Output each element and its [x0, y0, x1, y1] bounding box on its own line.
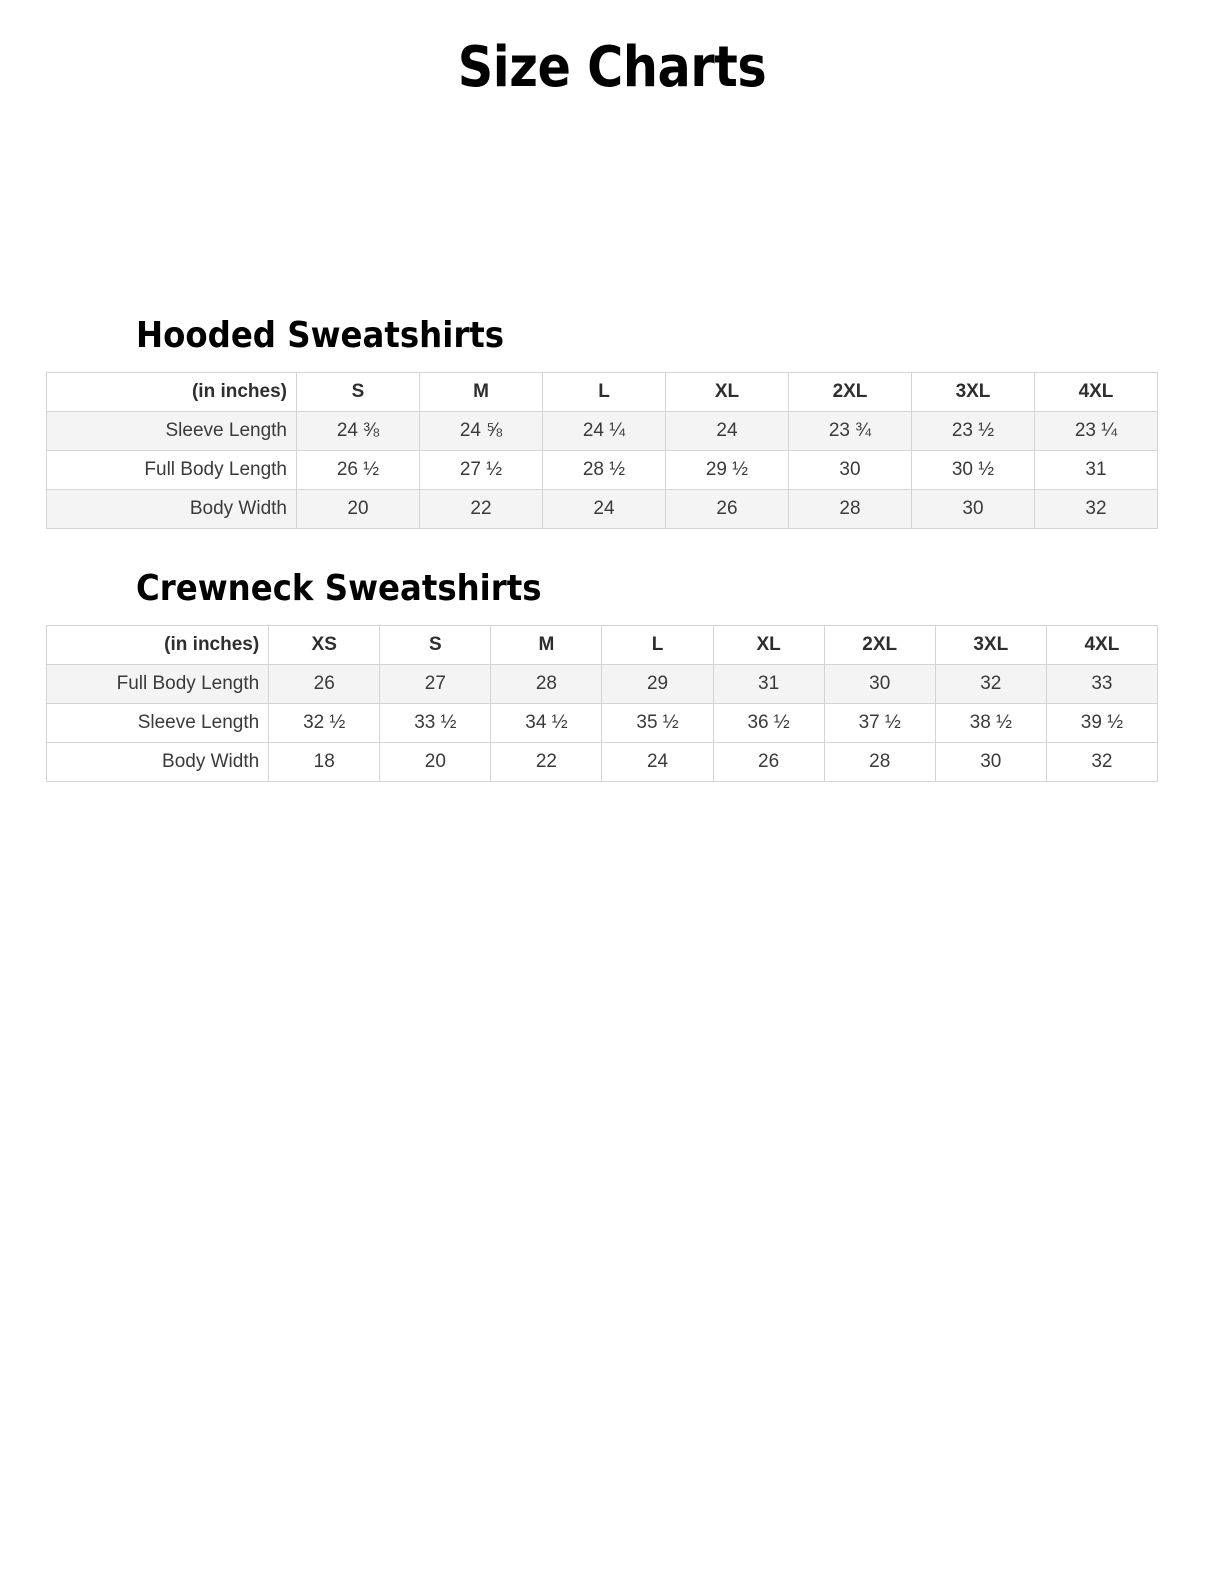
- cell-value: 29: [601, 664, 714, 704]
- cell-value: 28: [788, 489, 912, 529]
- cell-value: 24 ⅜: [296, 411, 420, 451]
- column-header-4xl: 4XL: [1045, 625, 1159, 665]
- column-header-4xl: 4XL: [1034, 372, 1158, 412]
- column-header-m: M: [419, 372, 543, 412]
- section-heading-hooded-sweatshirts: Hooded Sweatshirts: [136, 315, 505, 356]
- cell-value: 32: [934, 664, 1047, 704]
- cell-value: 36 ½: [712, 703, 825, 743]
- cell-value: 20: [296, 489, 420, 529]
- cell-value: 27: [379, 664, 492, 704]
- cell-value: 32 ½: [268, 703, 381, 743]
- cell-value: 35 ½: [601, 703, 714, 743]
- cell-value: 31: [712, 664, 825, 704]
- cell-value: 24: [665, 411, 789, 451]
- cell-value: 28: [823, 742, 936, 782]
- cell-value: 24 ⅝: [419, 411, 543, 451]
- row-label-sleeve-length: Sleeve Length: [45, 703, 270, 743]
- cell-value: 31: [1034, 450, 1158, 490]
- column-header-2xl: 2XL: [823, 625, 936, 665]
- cell-value: 30: [823, 664, 936, 704]
- cell-value: 28: [490, 664, 603, 704]
- row-label-body-width: Body Width: [45, 742, 270, 782]
- cell-value: 39 ½: [1045, 703, 1159, 743]
- size-table-crewneck-sweatshirts: (in inches) XS S M L XL 2XL 3XL 4XL Full…: [45, 625, 1159, 782]
- cell-value: 27 ½: [419, 450, 543, 490]
- table-head: (in inches) S M L XL 2XL 3XL 4XL: [46, 372, 1158, 412]
- cell-value: 26: [268, 664, 381, 704]
- cell-value: 33: [1045, 664, 1159, 704]
- section-hooded-sweatshirts: Hooded Sweatshirts (in inches) S M L XL …: [46, 318, 1178, 529]
- cell-value: 32: [1045, 742, 1159, 782]
- column-header-l: L: [601, 625, 714, 665]
- cell-value: 29 ½: [665, 450, 789, 490]
- cell-value: 18: [268, 742, 381, 782]
- cell-value: 20: [379, 742, 492, 782]
- table-body: Full Body Length 26 27 28 29 31 30 32 33…: [45, 664, 1159, 782]
- table-row: Body Width 18 20 22 24 26 28 30 32: [45, 742, 1159, 782]
- cell-value: 24 ¼: [542, 411, 666, 451]
- cell-value: 26: [665, 489, 789, 529]
- table-header-row: (in inches) S M L XL 2XL 3XL 4XL: [46, 372, 1158, 412]
- cell-value: 28 ½: [542, 450, 666, 490]
- column-header-m: M: [490, 625, 603, 665]
- section-crewneck-sweatshirts: Crewneck Sweatshirts (in inches) XS S M …: [45, 568, 1178, 782]
- column-header-xl: XL: [665, 372, 789, 412]
- cell-value: 24: [542, 489, 666, 529]
- cell-value: 32: [1034, 489, 1158, 529]
- cell-value: 30: [934, 742, 1047, 782]
- table-header-row: (in inches) XS S M L XL 2XL 3XL 4XL: [45, 625, 1159, 665]
- table-body: Sleeve Length 24 ⅜ 24 ⅝ 24 ¼ 24 23 ¾ 23 …: [46, 411, 1158, 529]
- cell-value: 26: [712, 742, 825, 782]
- cell-value: 26 ½: [296, 450, 420, 490]
- row-label-sleeve-length: Sleeve Length: [46, 411, 297, 451]
- section-heading-crewneck-sweatshirts: Crewneck Sweatshirts: [136, 568, 542, 609]
- cell-value: 22: [490, 742, 603, 782]
- row-label-body-width: Body Width: [46, 489, 297, 529]
- column-header-xl: XL: [712, 625, 825, 665]
- table-head: (in inches) XS S M L XL 2XL 3XL 4XL: [45, 625, 1159, 665]
- cell-value: 23 ¼: [1034, 411, 1158, 451]
- cell-value: 38 ½: [934, 703, 1047, 743]
- column-header-unit: (in inches): [45, 625, 270, 665]
- cell-value: 37 ½: [823, 703, 936, 743]
- cell-value: 30 ½: [911, 450, 1035, 490]
- page-title: Size Charts: [457, 35, 767, 100]
- cell-value: 30: [911, 489, 1035, 529]
- column-header-s: S: [379, 625, 492, 665]
- cell-value: 34 ½: [490, 703, 603, 743]
- column-header-s: S: [296, 372, 420, 412]
- column-header-unit: (in inches): [46, 372, 297, 412]
- cell-value: 22: [419, 489, 543, 529]
- column-header-2xl: 2XL: [788, 372, 912, 412]
- cell-value: 24: [601, 742, 714, 782]
- row-label-full-body-length: Full Body Length: [46, 450, 297, 490]
- table-row: Full Body Length 26 ½ 27 ½ 28 ½ 29 ½ 30 …: [46, 450, 1158, 490]
- cell-value: 23 ½: [911, 411, 1035, 451]
- column-header-3xl: 3XL: [911, 372, 1035, 412]
- table-row: Sleeve Length 32 ½ 33 ½ 34 ½ 35 ½ 36 ½ 3…: [45, 703, 1159, 743]
- table-row: Body Width 20 22 24 26 28 30 32: [46, 489, 1158, 529]
- size-charts-content: Hooded Sweatshirts (in inches) S M L XL …: [0, 318, 1224, 782]
- column-header-3xl: 3XL: [934, 625, 1047, 665]
- cell-value: 30: [788, 450, 912, 490]
- size-table-hooded-sweatshirts: (in inches) S M L XL 2XL 3XL 4XL Sleeve …: [46, 372, 1158, 529]
- table-row: Sleeve Length 24 ⅜ 24 ⅝ 24 ¼ 24 23 ¾ 23 …: [46, 411, 1158, 451]
- column-header-l: L: [542, 372, 666, 412]
- column-header-xs: XS: [268, 625, 381, 665]
- cell-value: 23 ¾: [788, 411, 912, 451]
- row-label-full-body-length: Full Body Length: [45, 664, 270, 704]
- table-row: Full Body Length 26 27 28 29 31 30 32 33: [45, 664, 1159, 704]
- cell-value: 33 ½: [379, 703, 492, 743]
